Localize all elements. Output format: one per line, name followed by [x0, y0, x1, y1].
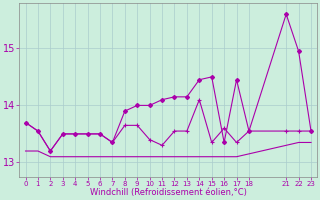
X-axis label: Windchill (Refroidissement éolien,°C): Windchill (Refroidissement éolien,°C)	[90, 188, 247, 197]
